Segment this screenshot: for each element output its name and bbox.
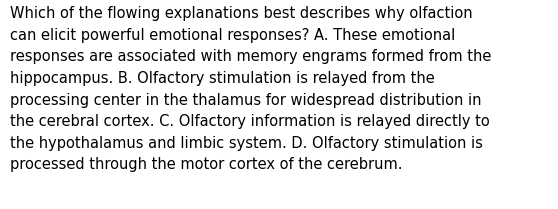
Text: Which of the flowing explanations best describes why olfaction
can elicit powerf: Which of the flowing explanations best d… bbox=[10, 6, 492, 172]
